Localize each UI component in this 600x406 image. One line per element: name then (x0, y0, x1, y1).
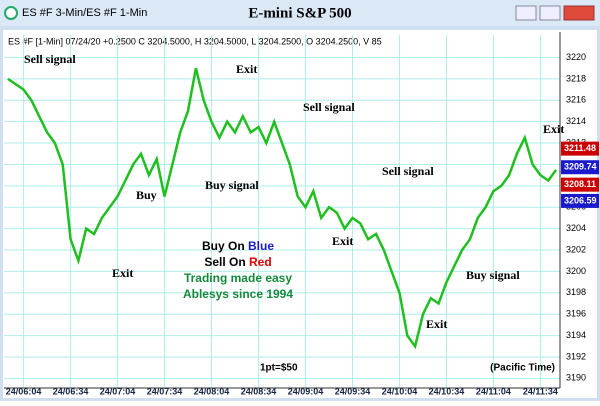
annotation: Sell signal (24, 52, 76, 66)
x-tick-label: 24/11:04 (476, 386, 511, 396)
price-label-box (561, 160, 599, 175)
note-text: Sell On (204, 255, 245, 269)
y-tick-label: 3190 (566, 373, 586, 383)
y-tick-label: 3214 (566, 116, 586, 126)
y-tick-label: 3194 (566, 330, 586, 340)
annotation: Exit (236, 62, 257, 76)
x-tick-label: 24/07:34 (147, 386, 183, 396)
y-tick-label: 3198 (566, 287, 586, 297)
price-label: 3206.59 (564, 195, 597, 205)
close-button[interactable] (563, 5, 595, 21)
x-tick-label: 24/11:34 (523, 386, 558, 396)
annotation: Buy signal (205, 178, 259, 192)
y-tick-label: 3220 (566, 52, 586, 62)
x-tick-label: 24/09:04 (288, 386, 324, 396)
x-tick-label: 24/08:34 (241, 386, 277, 396)
point-value: 1pt=$50 (260, 363, 298, 374)
x-tick-label: 24/10:34 (429, 386, 465, 396)
annotation: Exit (543, 122, 564, 136)
tagline: Ablesys since 1994 (183, 287, 293, 301)
price-label: 3209.74 (564, 162, 597, 172)
chart-area (3, 30, 597, 398)
app-icon (4, 6, 18, 20)
plot: 3190319231943196319832003202320432063208… (4, 32, 599, 396)
annotation: Buy signal (466, 268, 520, 282)
price-label-box (561, 193, 599, 208)
y-tick-label: 3196 (566, 309, 586, 319)
y-tick-label: 3202 (566, 244, 586, 254)
price-label: 3208.11 (564, 179, 596, 189)
annotation: Sell signal (382, 164, 434, 178)
title-bar (0, 0, 600, 26)
price-label-box (561, 141, 599, 156)
x-tick-label: 24/08:04 (194, 386, 230, 396)
x-tick-label: 24/06:34 (53, 386, 89, 396)
price-line (7, 67, 558, 350)
minimize-button[interactable] (515, 5, 537, 21)
annotation: Exit (426, 317, 447, 331)
x-tick-label: 24/10:04 (382, 386, 418, 396)
tagline: Trading made easy (184, 271, 292, 285)
info-line: ES #F [1-Min] 07/24/20 +0.2500 C 3204.50… (8, 36, 382, 46)
annotation: Buy (136, 188, 157, 202)
y-tick-label: 3192 (566, 351, 586, 361)
timezone: (Pacific Time) (490, 363, 555, 374)
y-tick-label: 3218 (566, 73, 586, 83)
note-color-word: Red (249, 255, 272, 269)
annotation: Sell signal (303, 100, 355, 114)
annotation: Exit (332, 234, 353, 248)
x-tick-label: 24/06:04 (6, 386, 42, 396)
note-text: Buy On (202, 239, 245, 253)
annotation: Exit (112, 266, 133, 280)
note: Buy On Blue (202, 239, 274, 253)
x-tick-label: 24/09:34 (335, 386, 371, 396)
x-tick-label: 24/07:04 (100, 386, 136, 396)
y-tick-label: 3204 (566, 223, 586, 233)
y-tick-label: 3216 (566, 95, 586, 105)
note-color-word: Blue (248, 239, 274, 253)
chart-title: E-mini S&P 500 (248, 5, 351, 21)
note: Sell On Red (204, 255, 271, 269)
window-title: ES #F 3-Min/ES #F 1-Min (22, 7, 147, 19)
price-label-box (561, 177, 599, 192)
maximize-button[interactable] (539, 5, 561, 21)
price-label: 3211.48 (564, 143, 596, 153)
y-tick-label: 3200 (566, 266, 586, 276)
